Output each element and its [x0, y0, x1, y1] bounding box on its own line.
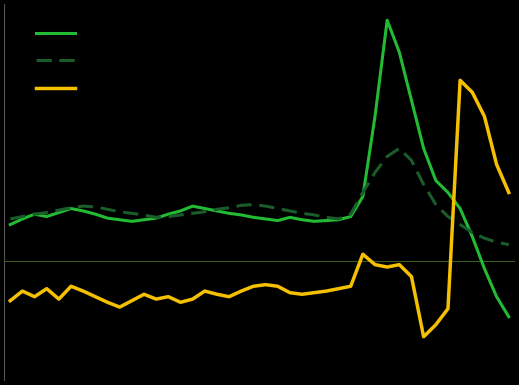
- Legend: , , : , ,: [32, 22, 80, 100]
